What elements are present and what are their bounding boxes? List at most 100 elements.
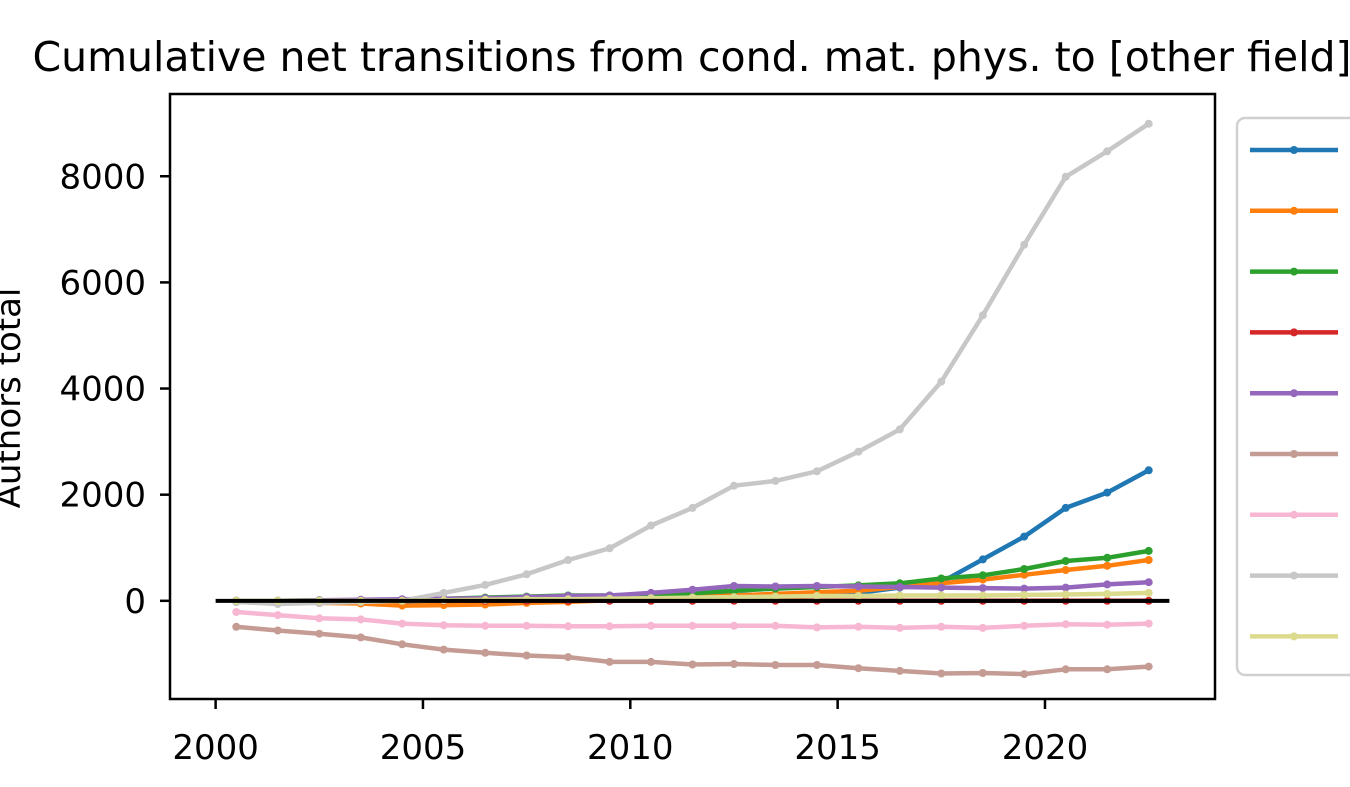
- series-8-point: [895, 425, 904, 434]
- series-2-point: [1061, 566, 1070, 574]
- series-7-point: [771, 621, 780, 630]
- plot-frame: [168, 92, 1217, 701]
- series-7-point: [812, 623, 821, 632]
- series-9-point: [978, 591, 987, 600]
- series-3-point: [1061, 557, 1070, 565]
- series-3-point: [978, 571, 987, 580]
- series-7-point: [1144, 619, 1153, 628]
- legend: [1235, 116, 1350, 677]
- series-8-point: [854, 447, 863, 456]
- series-7-point: [232, 608, 241, 616]
- series-7-point: [1061, 620, 1070, 629]
- series-8-line: [234, 121, 1151, 607]
- series-6-point: [647, 657, 655, 666]
- series-9-point: [937, 591, 946, 600]
- series-8-point: [1020, 240, 1029, 249]
- series-7-point: [605, 622, 614, 631]
- series-7-point: [273, 611, 282, 620]
- series-6-point: [605, 657, 614, 666]
- series-7: [232, 608, 1153, 632]
- legend-item-1: [1250, 146, 1338, 154]
- series-6-point: [273, 626, 282, 635]
- legend-items: [1250, 146, 1338, 641]
- series-5-point: [688, 585, 697, 594]
- legend-item-9: [1250, 632, 1338, 641]
- legend-swatch-marker: [1290, 510, 1298, 519]
- series-3-point: [1144, 546, 1153, 555]
- series-7-point: [854, 622, 863, 631]
- series-7-point: [730, 621, 738, 630]
- legend-item-8: [1250, 571, 1338, 580]
- series-5-point: [1061, 583, 1070, 592]
- legend-item-3: [1250, 267, 1338, 276]
- series-8-point: [688, 503, 697, 512]
- y-tick-label: 6000: [59, 263, 146, 303]
- series-1-point: [1103, 488, 1112, 497]
- series-8-point: [771, 476, 780, 485]
- series-9-point: [895, 591, 904, 600]
- legend-swatch-marker: [1290, 571, 1298, 580]
- series-5-point: [1103, 580, 1112, 589]
- series-8-point: [937, 377, 946, 386]
- series-7-point: [439, 621, 448, 630]
- series-9-point: [1020, 591, 1029, 599]
- series-8-point: [564, 556, 573, 564]
- series-3-point: [1020, 565, 1029, 573]
- series-8-point: [647, 521, 655, 530]
- series-6-point: [522, 651, 531, 660]
- series-3-point: [1103, 553, 1112, 562]
- series-7-point: [315, 614, 324, 623]
- series-8-point: [812, 467, 821, 476]
- series-7-point: [895, 623, 904, 632]
- legend-item-5: [1250, 389, 1338, 398]
- series-7-point: [647, 621, 655, 630]
- series-9-point: [771, 592, 780, 601]
- x-axis: 2000 2005 2010 2015 2020: [172, 699, 1088, 768]
- series-5-point: [978, 584, 987, 593]
- series-6-point: [564, 653, 573, 662]
- series-8-point: [978, 311, 987, 320]
- series-8-point: [1061, 172, 1070, 181]
- series-6-point: [356, 633, 365, 642]
- series-6-point: [481, 648, 490, 657]
- series-7-point: [978, 623, 987, 632]
- x-tick-label: 2010: [587, 728, 674, 768]
- legend-swatch-marker: [1290, 450, 1298, 458]
- series-6-point: [895, 666, 904, 675]
- series-7-point: [481, 621, 490, 630]
- series-9-point: [854, 592, 863, 600]
- legend-swatch-marker: [1290, 389, 1298, 398]
- legend-item-6: [1250, 450, 1338, 458]
- series-5-point: [1144, 578, 1153, 587]
- legend-swatch-marker: [1290, 632, 1298, 641]
- series-9-point: [1144, 588, 1153, 597]
- series-6-point: [730, 660, 738, 668]
- legend-item-7: [1250, 510, 1338, 519]
- series-2-point: [1144, 556, 1153, 564]
- series-6-point: [398, 640, 407, 649]
- series-8-point: [439, 588, 448, 597]
- series-6-point: [937, 669, 946, 678]
- chart-title: Cumulative net transitions from cond. ma…: [32, 33, 1350, 81]
- series-2-point: [1020, 570, 1029, 579]
- legend-item-4: [1250, 328, 1338, 337]
- series-6-point: [771, 661, 780, 669]
- series-9-point: [1061, 590, 1070, 599]
- series-1-point: [1061, 503, 1070, 512]
- legend-item-2: [1250, 206, 1338, 215]
- series-6-point: [1103, 665, 1112, 674]
- series-3-point: [937, 574, 946, 583]
- series-8-point: [481, 580, 490, 589]
- series-7-point: [398, 619, 407, 628]
- series-5-point: [854, 582, 863, 591]
- series-1-point: [1020, 532, 1029, 541]
- x-tick-label: 2000: [172, 728, 259, 768]
- x-tick-label: 2005: [380, 728, 467, 768]
- series-8-point: [730, 481, 738, 490]
- series-6-point: [688, 660, 697, 669]
- series-8-point: [605, 544, 614, 553]
- series-9-point: [812, 592, 821, 600]
- series-layer: [232, 119, 1153, 679]
- y-tick-label: 4000: [59, 370, 146, 410]
